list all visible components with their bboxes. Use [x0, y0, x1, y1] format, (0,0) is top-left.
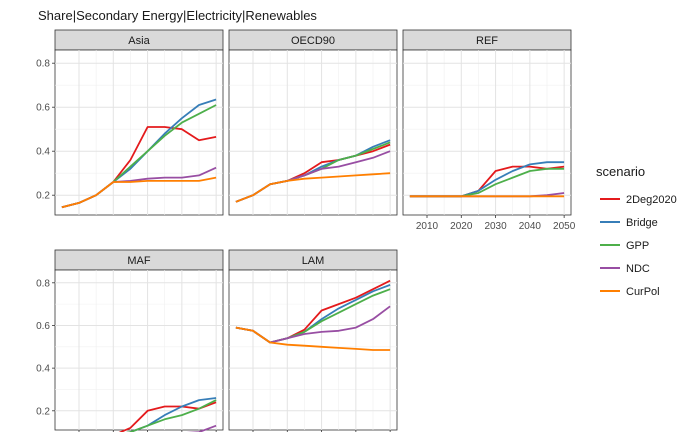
- plot-background: [54, 49, 224, 216]
- x-tick-label: 2040: [519, 221, 542, 232]
- y-tick-label: 0.4: [36, 147, 50, 158]
- legend-title: scenario: [596, 164, 645, 179]
- chart-title: Share|Secondary Energy|Electricity|Renew…: [38, 8, 317, 23]
- y-tick-label: 0.2: [36, 191, 50, 202]
- panel-strip-label: Asia: [128, 35, 150, 47]
- gridlines: [403, 50, 571, 215]
- legend-item-ndc: NDC: [600, 263, 650, 275]
- panel-asia: Asia 0.2 0.4 0.6 0.8: [36, 29, 224, 216]
- y-tick-label: 0.8: [36, 278, 50, 289]
- plot-background: [402, 49, 572, 216]
- x-tick-label: 2030: [484, 221, 507, 232]
- series-line-curpol: [235, 172, 391, 203]
- plot-background: [54, 269, 224, 431]
- y-tick-label: 0.4: [36, 364, 50, 375]
- legend-item-gpp: GPP: [600, 240, 649, 252]
- gridlines: [229, 270, 397, 430]
- legend-label: NDC: [626, 263, 650, 275]
- panel-strip-label: REF: [476, 35, 498, 47]
- legend-label: CurPol: [626, 286, 660, 298]
- panel-lam: LAM20102020203020402050: [228, 249, 398, 432]
- series-line-curpol: [235, 326, 391, 351]
- y-tick-label: 0.8: [36, 59, 50, 70]
- legend-item-2deg2020: 2Deg2020: [600, 194, 677, 206]
- plot-background: [228, 49, 398, 216]
- panel-strip-label: OECD90: [291, 35, 335, 47]
- panel-strip-label: MAF: [127, 255, 151, 267]
- panel-ref: REF 2010 2020 2030 2040 2050: [402, 29, 576, 232]
- x-tick-label: 2050: [553, 221, 576, 232]
- series-line-curpol: [61, 176, 217, 209]
- gridlines: [55, 50, 223, 215]
- panels-area: Asia 0.2 0.4 0.6 0.8 OECD90 REF 2010 2020 2030 204…: [36, 29, 576, 432]
- x-tick-label: 2020: [450, 221, 473, 232]
- gridlines: [55, 270, 223, 430]
- legend: scenario 2Deg2020 Bridge GPP NDC CurPol: [596, 164, 677, 298]
- y-tick-label: 0.6: [36, 321, 50, 332]
- legend-label: GPP: [626, 240, 649, 252]
- legend-label: Bridge: [626, 217, 658, 229]
- series-line-2deg2020: [118, 401, 217, 432]
- legend-item-bridge: Bridge: [600, 217, 658, 229]
- panel-oecd90: OECD90: [228, 29, 398, 216]
- x-tick-label: 2010: [416, 221, 439, 232]
- y-tick-label: 0.6: [36, 103, 50, 114]
- legend-item-curpol: CurPol: [600, 286, 660, 298]
- series-line-gpp: [126, 399, 217, 432]
- legend-label: 2Deg2020: [626, 194, 677, 206]
- panel-strip-label: LAM: [302, 255, 325, 267]
- y-tick-label: 0.2: [36, 406, 50, 417]
